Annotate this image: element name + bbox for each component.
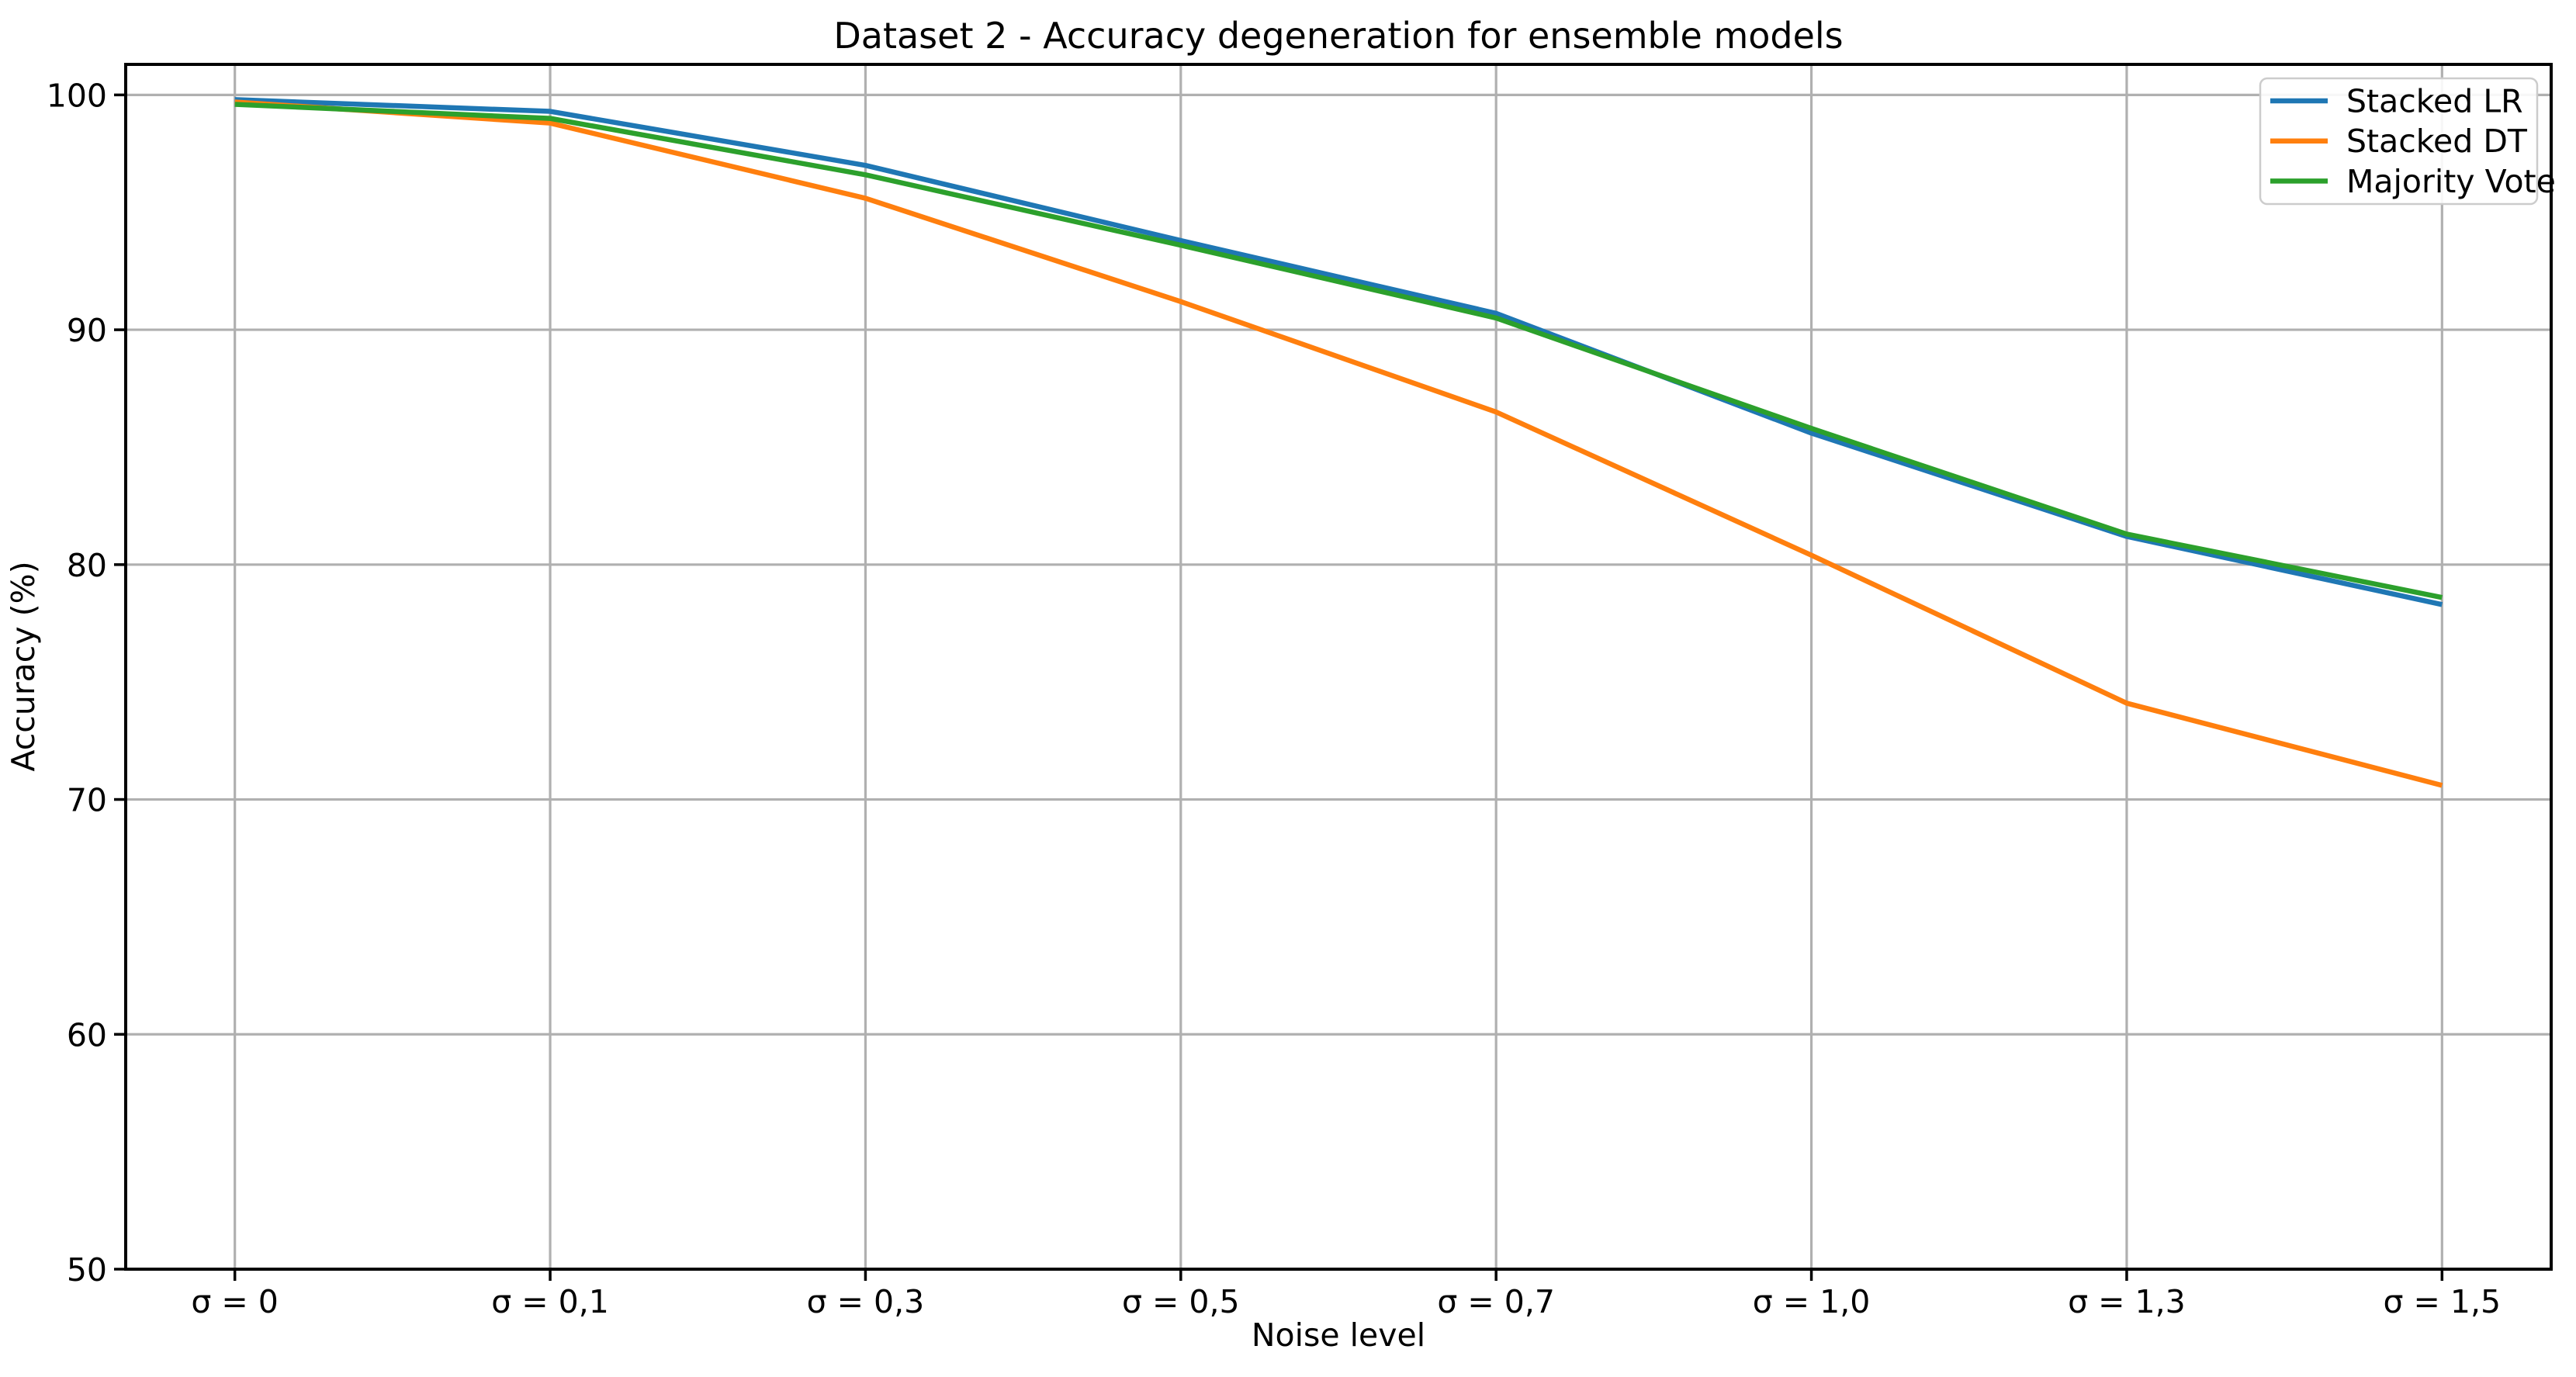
- y-tick-label: 80: [67, 547, 107, 584]
- chart-title: Dataset 2 - Accuracy degeneration for en…: [833, 15, 1843, 57]
- x-tick-label: σ = 0,7: [1437, 1283, 1555, 1320]
- y-tick-label: 100: [47, 77, 107, 114]
- y-tick-label: 50: [67, 1251, 107, 1289]
- grid-layer: [126, 64, 2551, 1271]
- series-line-stacked-lr: [234, 97, 2443, 607]
- x-tick-label: σ = 0,5: [1122, 1283, 1240, 1320]
- y-tick-label: 60: [67, 1016, 107, 1054]
- series-layer: [234, 97, 2443, 788]
- y-tick-label: 70: [67, 782, 107, 819]
- x-tick-label: σ = 0,1: [491, 1283, 609, 1320]
- x-tick-label: σ = 0: [191, 1283, 279, 1320]
- legend-label: Stacked DT: [2346, 123, 2528, 160]
- x-axis-label: Noise level: [1252, 1316, 1425, 1354]
- y-tick-label: 90: [67, 312, 107, 349]
- x-tick-label: σ = 0,3: [807, 1283, 925, 1320]
- legend-entry: Stacked LR: [2270, 83, 2523, 120]
- y-axis-label: Accuracy (%): [5, 561, 42, 771]
- legend-entry: Stacked DT: [2270, 123, 2528, 160]
- series-line-majority-vote: [234, 102, 2443, 600]
- x-tick-label: σ = 1,0: [1753, 1283, 1871, 1320]
- legend-box: [2259, 77, 2539, 206]
- x-tick-label: σ = 1,3: [2068, 1283, 2186, 1320]
- legend-label: Majority Vote: [2346, 163, 2556, 200]
- series-line-stacked-dt: [234, 99, 2443, 788]
- axis-layer: σ = 0 σ = 0,1 σ = 0,3 σ = 0,5 σ = 0,7 σ = 1,0…: [47, 63, 2553, 1320]
- legend-label: Stacked LR: [2346, 83, 2523, 120]
- plot-border: [124, 63, 2553, 1271]
- x-tick-label: σ = 1,5: [2384, 1283, 2502, 1320]
- legend-entry: Majority Vote: [2270, 163, 2556, 200]
